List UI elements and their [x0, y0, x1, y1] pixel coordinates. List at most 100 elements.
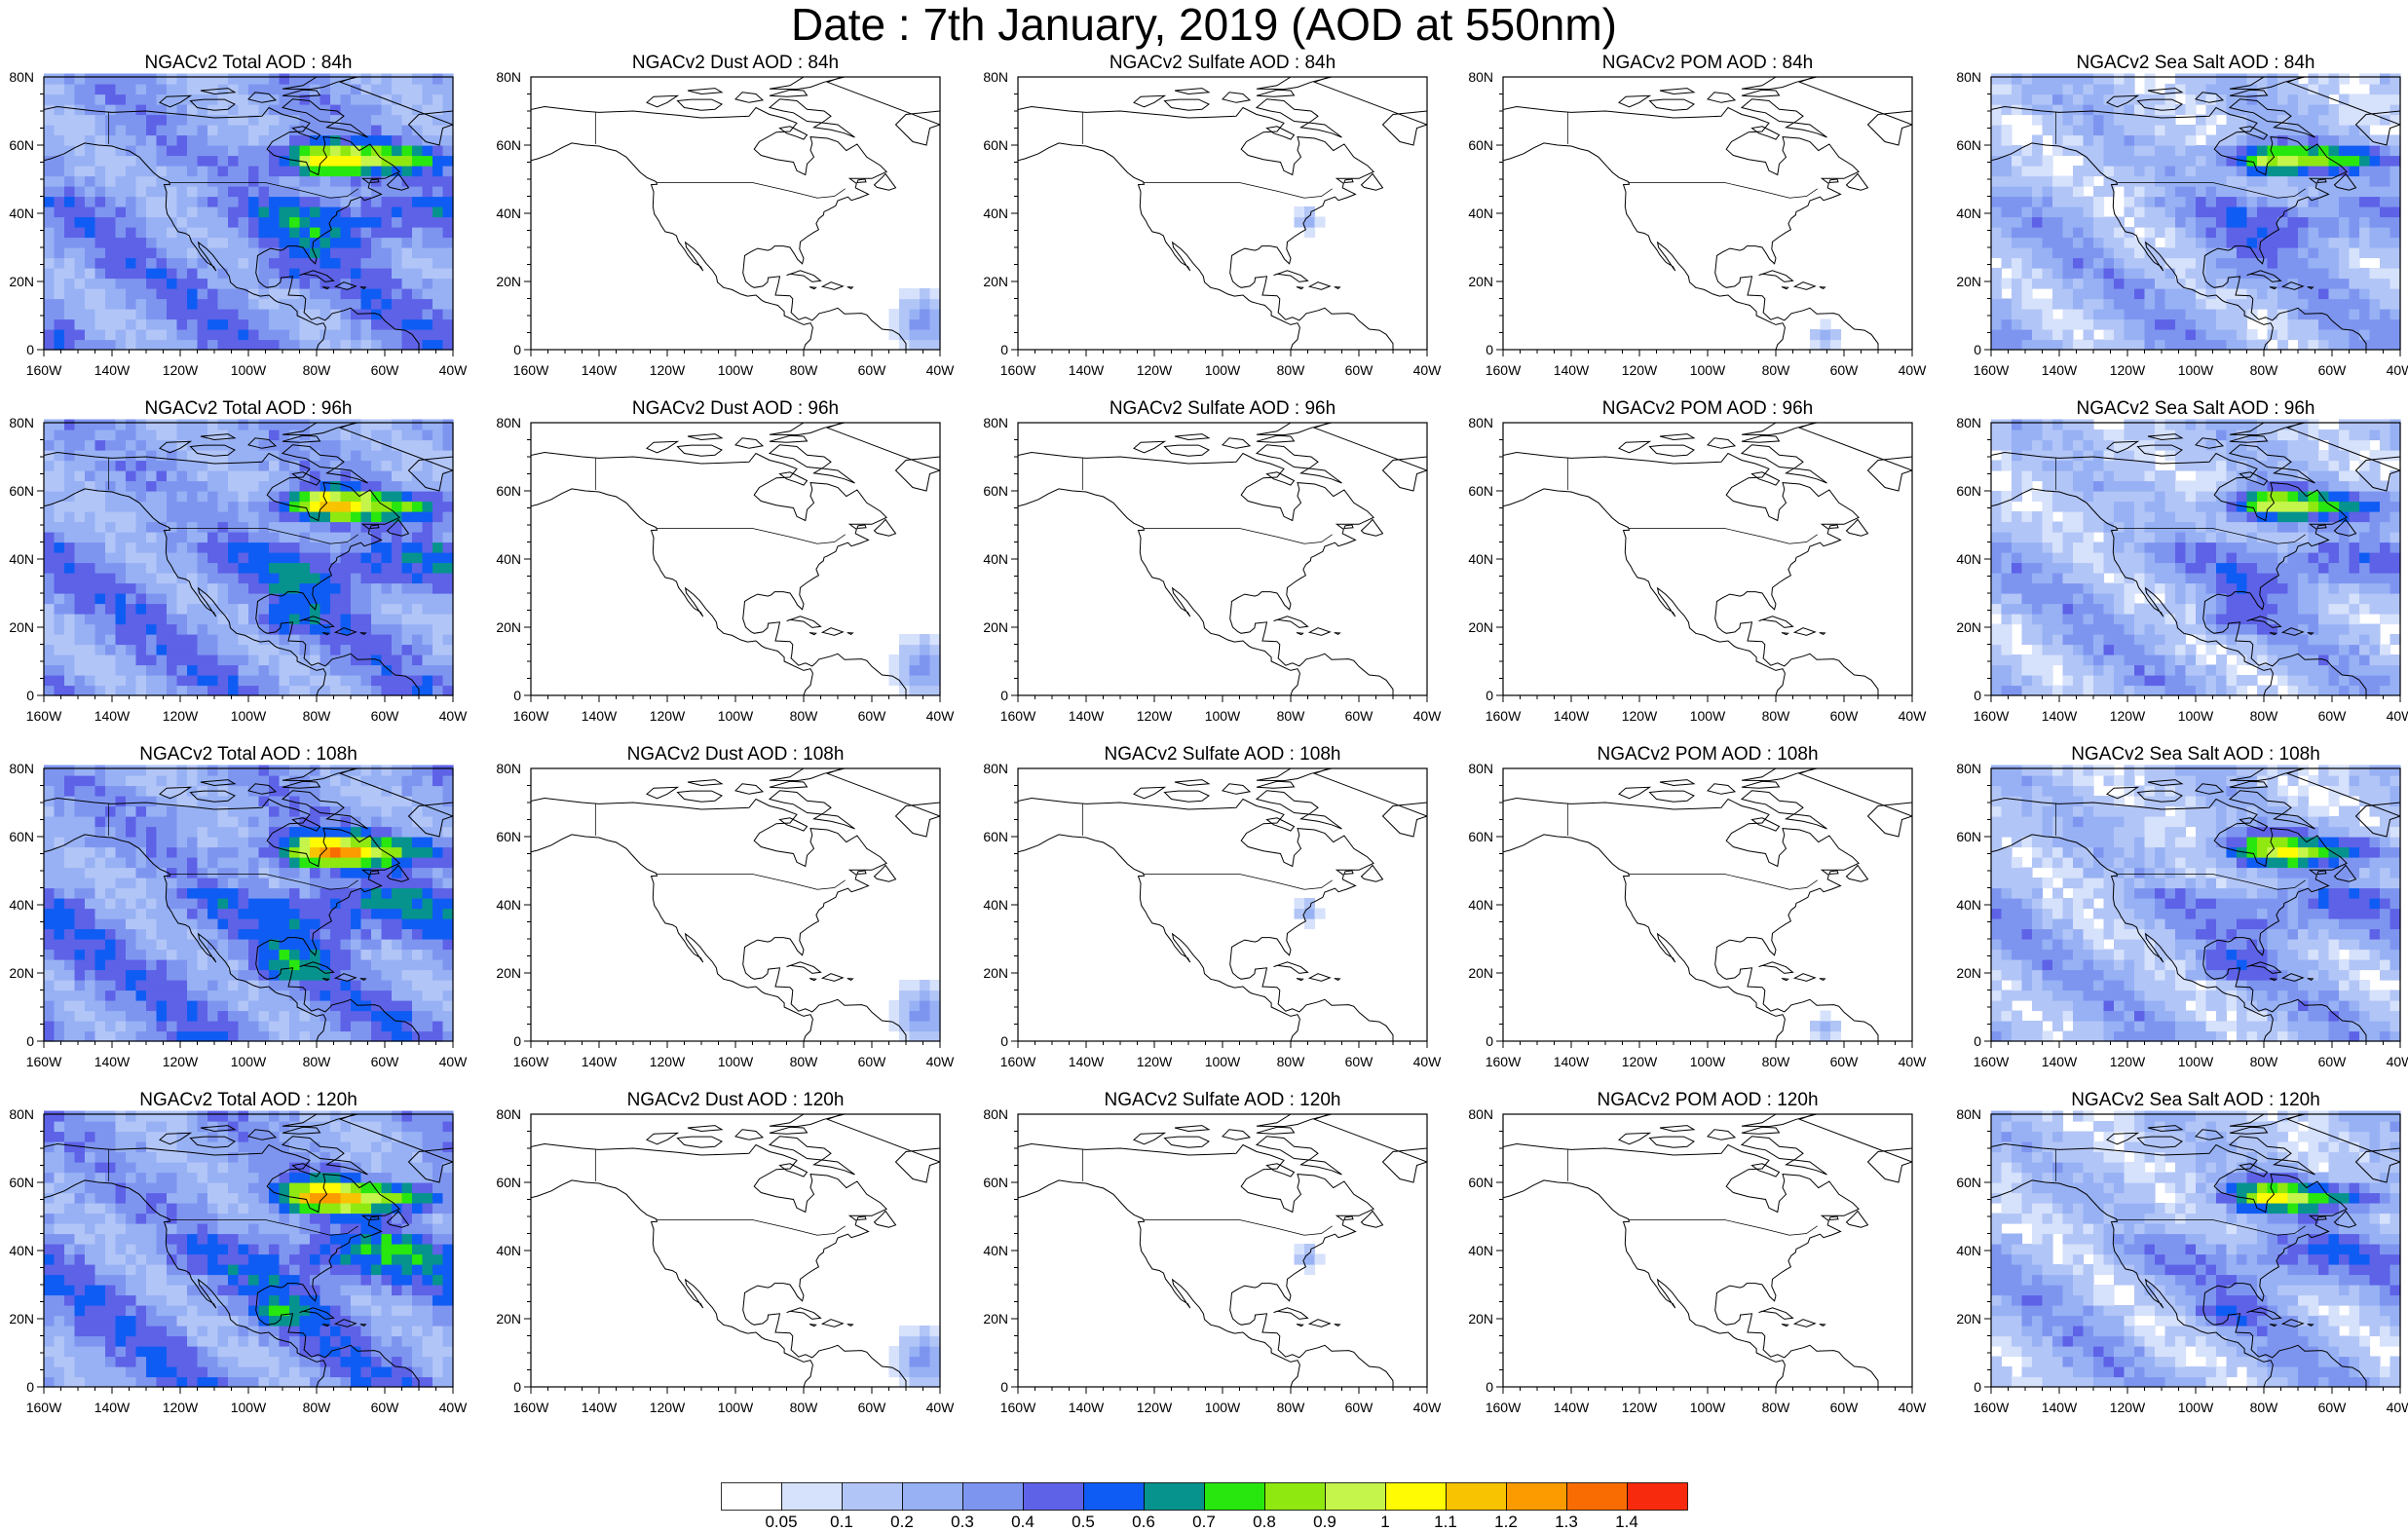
lon-tick-label: 80W — [1277, 1054, 1306, 1069]
lat-tick-label: 0 — [1000, 342, 1008, 357]
lon-tick-label: 120W — [2110, 362, 2146, 378]
colorbar-level-label: 1.4 — [1615, 1513, 1638, 1532]
panel-title: NGACv2 Total AOD : 108h — [44, 744, 453, 766]
map-frame — [1503, 423, 1912, 695]
lat-tick-label: 40N — [1956, 897, 1981, 913]
lon-tick-label: 60W — [1830, 1400, 1860, 1415]
colorbar-level-label: 0.9 — [1313, 1513, 1336, 1532]
lat-tick-label: 80N — [1468, 69, 1493, 85]
coastline — [504, 1107, 940, 1394]
lon-tick-label: 60W — [371, 708, 400, 724]
lon-tick-label: 60W — [858, 708, 887, 724]
lon-tick-label: 80W — [1762, 708, 1791, 724]
lat-tick-label: 20N — [983, 274, 1008, 289]
lon-tick-label: 80W — [2250, 1400, 2279, 1415]
lat-tick-label: 60N — [496, 483, 521, 499]
coastline — [991, 1107, 1427, 1394]
lat-tick-label: 80N — [983, 415, 1008, 430]
colorbar-swatch — [1084, 1483, 1145, 1511]
lon-tick-label: 120W — [1622, 362, 1658, 378]
lon-tick-label: 60W — [1830, 362, 1860, 378]
lon-tick-label: 60W — [371, 362, 400, 378]
lat-tick-label: 60N — [1468, 1175, 1493, 1190]
map-frame — [1503, 1114, 1912, 1387]
lon-tick-label: 120W — [650, 708, 686, 724]
lon-tick-label: 80W — [1277, 708, 1306, 724]
lon-tick-label: 100W — [1690, 1400, 1726, 1415]
lat-tick-label: 80N — [983, 1106, 1008, 1122]
aod-field — [889, 980, 941, 1042]
lon-tick-label: 120W — [650, 1400, 686, 1415]
lon-tick-label: 80W — [1762, 1400, 1791, 1415]
lat-tick-label: 0 — [1486, 688, 1493, 703]
lon-tick-label: 40W — [1413, 1400, 1443, 1415]
lat-tick-label: 40N — [1468, 1243, 1493, 1258]
lat-tick-label: 80N — [1956, 761, 1981, 776]
colorbar-level-label: 0.4 — [1011, 1513, 1035, 1532]
lat-tick-label: 40N — [1468, 551, 1493, 567]
colorbar-level-label: 1 — [1380, 1513, 1389, 1532]
lat-tick-label: 40N — [983, 897, 1008, 913]
lon-tick-label: 140W — [1069, 1054, 1105, 1069]
lon-tick-label: 80W — [1762, 1054, 1791, 1069]
panel-title: NGACv2 Sulfate AOD : 96h — [1018, 398, 1427, 420]
lat-tick-label: 0 — [513, 342, 521, 357]
lat-tick-label: 20N — [983, 1311, 1008, 1326]
colorbar-swatch — [1386, 1483, 1447, 1511]
lon-tick-label: 100W — [1690, 708, 1726, 724]
colorbar-level-label: 0.6 — [1132, 1513, 1155, 1532]
colorbar-swatch — [903, 1483, 963, 1511]
lat-tick-label: 40N — [9, 1243, 34, 1258]
lon-tick-label: 120W — [1137, 708, 1173, 724]
lat-tick-label: 80N — [983, 69, 1008, 85]
lat-tick-label: 60N — [983, 137, 1008, 153]
lon-tick-label: 100W — [1205, 1054, 1241, 1069]
lat-tick-label: 80N — [1956, 69, 1981, 85]
lon-tick-label: 160W — [1486, 362, 1522, 378]
lat-tick-label: 40N — [1956, 206, 1981, 221]
lon-tick-label: 60W — [371, 1054, 400, 1069]
lat-tick-label: 0 — [1486, 1033, 1493, 1049]
lon-tick-label: 140W — [94, 1400, 131, 1415]
lat-tick-label: 0 — [1000, 1033, 1008, 1049]
lon-tick-label: 140W — [2042, 708, 2078, 724]
lat-tick-label: 40N — [1468, 897, 1493, 913]
aod-field — [44, 74, 454, 351]
lat-tick-label: 60N — [1468, 483, 1493, 499]
map-frame — [1018, 423, 1427, 695]
lon-tick-label: 160W — [1000, 708, 1036, 724]
coastline — [1476, 416, 1912, 702]
lon-tick-label: 140W — [1554, 362, 1590, 378]
lon-tick-label: 160W — [513, 1054, 549, 1069]
lat-tick-label: 80N — [9, 1106, 34, 1122]
lat-tick-label: 60N — [1956, 483, 1981, 499]
lon-tick-label: 120W — [163, 1054, 199, 1069]
aod-field — [1991, 420, 2401, 696]
lat-tick-label: 0 — [1486, 342, 1493, 357]
lon-tick-label: 100W — [231, 708, 267, 724]
lat-tick-label: 60N — [1468, 829, 1493, 844]
lon-tick-label: 100W — [2178, 708, 2214, 724]
lon-tick-label: 100W — [1205, 1400, 1241, 1415]
lat-tick-label: 60N — [496, 829, 521, 844]
lon-tick-label: 80W — [303, 708, 332, 724]
map-frame — [531, 768, 940, 1041]
lon-tick-label: 60W — [1830, 1054, 1860, 1069]
lat-tick-label: 40N — [496, 1243, 521, 1258]
lon-tick-label: 40W — [1899, 708, 1928, 724]
lat-tick-label: 40N — [983, 206, 1008, 221]
lat-tick-label: 0 — [1974, 688, 1981, 703]
lat-tick-label: 60N — [983, 1175, 1008, 1190]
panel-title: NGACv2 Total AOD : 96h — [44, 398, 453, 420]
lat-tick-label: 60N — [9, 829, 34, 844]
lat-tick-label: 20N — [9, 274, 34, 289]
lon-tick-label: 120W — [650, 362, 686, 378]
colorbar-swatch — [843, 1483, 903, 1511]
